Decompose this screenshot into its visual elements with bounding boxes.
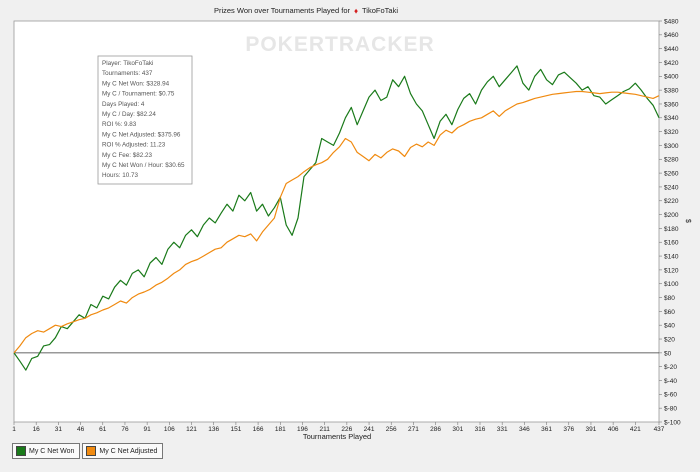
y-tick-label-22: $40 — [664, 323, 675, 330]
y-tick-label-10: $280 — [664, 157, 679, 164]
x-tick-label-17: 256 — [386, 426, 397, 433]
x-tick-label-14: 211 — [319, 426, 330, 433]
legend-label-net-adjusted: My C Net Adjusted — [99, 447, 158, 455]
y-axis: $480 $460 $440 $420 $400 $380 $360 $340 $320 $300… — [659, 18, 681, 426]
y-tick-label-15: $180 — [664, 226, 679, 233]
info-box-frame — [97, 55, 193, 185]
y-tick-label-5: $380 — [664, 88, 679, 95]
y-tick-label-11: $260 — [664, 171, 679, 178]
chart-title-player: TikoFoTaki — [362, 6, 398, 15]
x-tick-label-20: 301 — [452, 426, 463, 433]
x-tick-label-6: 91 — [144, 426, 152, 433]
series-layer — [13, 65, 660, 371]
legend: My C Net Won My C Net Adjusted — [12, 443, 165, 459]
series-line-1 — [13, 90, 660, 354]
legend-swatch-net-adjusted — [86, 446, 97, 456]
series-line-0 — [13, 65, 660, 371]
y-tick-label-13: $220 — [664, 198, 679, 205]
brand-watermark: POKERTRACKER — [245, 33, 434, 56]
y-tick-label-23: $20 — [664, 336, 675, 343]
x-tick-label-0: 1 — [12, 426, 16, 433]
x-tick-label-28: 421 — [630, 426, 641, 433]
info-line-4: Days Played: 4 — [102, 101, 145, 108]
y-tick-label-26: $-40 — [664, 378, 677, 385]
x-tick-label-7: 106 — [164, 426, 175, 433]
y-axis-label: $ — [684, 219, 691, 223]
x-axis: 1 16 31 46 61 76 91 106 121 136 151 166 181 196 211 226… — [12, 422, 665, 433]
x-tick-label-1: 16 — [33, 426, 41, 433]
x-tick-label-4: 61 — [99, 426, 107, 433]
x-tick-label-11: 166 — [253, 426, 264, 433]
info-line-0: Player: TikoFoTaki — [102, 60, 153, 67]
info-line-3: My C / Tournament: $0.75 — [102, 91, 175, 98]
y-tick-label-3: $420 — [664, 60, 679, 67]
info-line-11: Hours: 10.73 — [102, 172, 139, 179]
y-tick-label-20: $80 — [664, 295, 675, 302]
info-line-10: My C Net Won / Hour: $30.65 — [102, 162, 185, 169]
y-tick-label-16: $160 — [664, 240, 679, 247]
x-tick-label-8: 121 — [186, 426, 197, 433]
y-tick-label-18: $120 — [664, 267, 679, 274]
x-tick-label-18: 271 — [408, 426, 419, 433]
y-tick-label-0: $480 — [664, 18, 679, 25]
info-line-9: My C Fee: $82.23 — [102, 152, 153, 159]
x-tick-label-12: 181 — [275, 426, 286, 433]
chart-title: Prizes Won over Tournaments Played for — [214, 6, 351, 15]
y-tick-label-29: $-100 — [664, 419, 681, 426]
legend-label-net-won: My C Net Won — [29, 447, 75, 455]
x-axis-label: Tournaments Played — [303, 432, 371, 441]
info-line-1: Tournaments: 437 — [102, 70, 153, 77]
legend-swatch-net-won — [16, 446, 26, 456]
x-tick-label-9: 136 — [208, 426, 219, 433]
x-tick-label-3: 46 — [77, 426, 85, 433]
x-tick-label-16: 241 — [364, 426, 375, 433]
info-line-6: ROI %: 9.83 — [102, 121, 137, 128]
info-line-2: My C Net Won: $328.94 — [102, 80, 170, 87]
x-tick-label-13: 196 — [297, 426, 308, 433]
y-tick-label-8: $320 — [664, 129, 679, 136]
x-tick-label-29: 437 — [654, 426, 665, 433]
x-tick-label-26: 391 — [586, 426, 597, 433]
x-tick-label-27: 406 — [608, 426, 619, 433]
info-line-8: ROI % Adjusted: 11.23 — [102, 142, 166, 149]
x-tick-label-21: 316 — [475, 426, 486, 433]
info-line-5: My C / Day: $82.24 — [102, 111, 156, 118]
y-tick-label-12: $240 — [664, 184, 679, 191]
y-tick-label-25: $-20 — [664, 364, 677, 371]
y-tick-label-7: $340 — [664, 115, 679, 122]
y-tick-label-21: $60 — [664, 309, 675, 316]
legend-item-net-won[interactable]: My C Net Won — [12, 443, 81, 459]
x-tick-label-24: 361 — [541, 426, 552, 433]
info-line-7: My C Net Adjusted: $375.96 — [102, 131, 181, 138]
info-box: Player: TikoFoTaki Tournaments: 437 My C N… — [97, 55, 193, 185]
y-tick-label-2: $440 — [664, 46, 679, 53]
y-tick-label-9: $300 — [664, 143, 679, 150]
x-tick-label-2: 31 — [55, 426, 63, 433]
y-tick-label-1: $460 — [664, 32, 679, 39]
chart-title-logo-icon: ♦ — [354, 7, 358, 16]
x-tick-label-5: 76 — [121, 426, 129, 433]
y-tick-label-27: $-60 — [664, 392, 677, 399]
info-box-lines: Player: TikoFoTaki Tournaments: 437 My C N… — [102, 60, 185, 179]
y-tick-label-17: $140 — [664, 253, 679, 260]
y-tick-label-6: $360 — [664, 101, 679, 108]
y-tick-label-14: $200 — [664, 212, 679, 219]
y-tick-label-28: $-80 — [664, 406, 677, 413]
y-tick-label-4: $400 — [664, 74, 679, 81]
x-tick-label-19: 286 — [430, 426, 441, 433]
x-tick-label-10: 151 — [230, 426, 241, 433]
x-tick-label-22: 331 — [497, 426, 508, 433]
y-tick-label-19: $100 — [664, 281, 679, 288]
y-tick-label-24: $0 — [664, 350, 672, 357]
x-tick-label-25: 376 — [563, 426, 574, 433]
legend-item-net-adjusted[interactable]: My C Net Adjusted — [82, 443, 164, 459]
x-tick-label-15: 226 — [341, 426, 352, 433]
x-tick-label-23: 346 — [519, 426, 530, 433]
